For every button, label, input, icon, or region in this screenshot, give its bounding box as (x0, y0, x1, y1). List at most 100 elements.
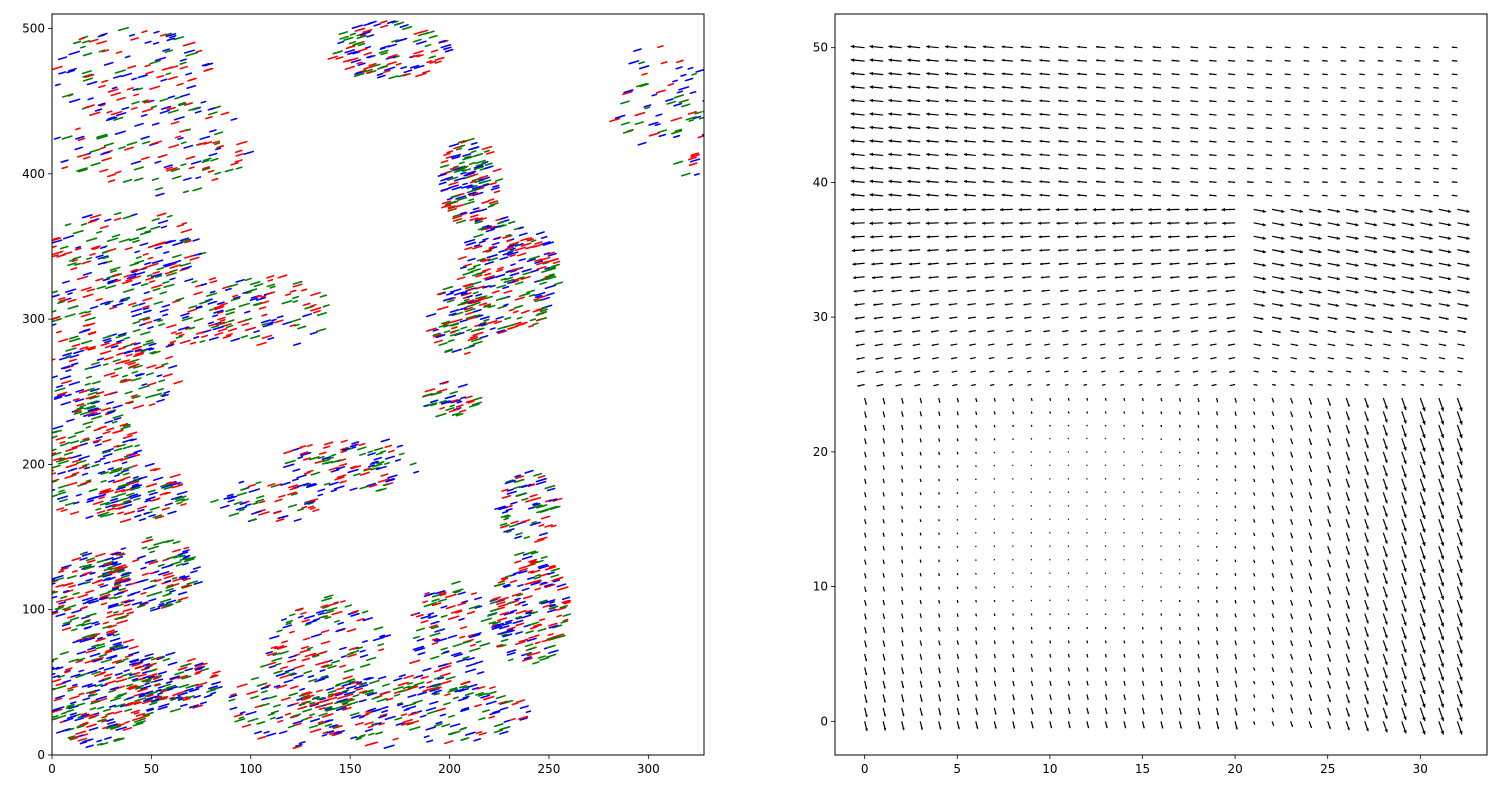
quiver-arrow-head (1025, 344, 1028, 346)
quiver-arrow-head (1096, 99, 1099, 103)
quiver-arrow-head (967, 303, 970, 306)
scatter-point (197, 665, 205, 670)
scatter-point (119, 553, 126, 557)
scatter-point (288, 672, 296, 676)
scatter-point (412, 38, 422, 43)
scatter-point (307, 505, 315, 509)
scatter-point (209, 280, 218, 284)
scatter-point (557, 586, 569, 591)
scatter-point (369, 461, 379, 465)
quiver-arrow-head (1057, 235, 1061, 239)
scatter-point (434, 590, 446, 595)
quiver-arrow-head (1160, 572, 1162, 574)
scatter-point (211, 681, 221, 686)
scatter-point (455, 610, 463, 614)
scatter-point (78, 465, 88, 470)
scatter-point (142, 252, 149, 256)
scatter-point (71, 609, 82, 614)
scatter-point (102, 277, 111, 282)
scatter-point (84, 626, 91, 630)
scatter-point (64, 223, 72, 227)
scatter-point (55, 613, 66, 618)
scatter-point (79, 741, 88, 745)
scatter-point (449, 309, 460, 313)
scatter-point (475, 293, 483, 297)
scatter-point (330, 489, 338, 493)
scatter-point (135, 686, 142, 690)
scatter-point (153, 467, 161, 472)
scatter-point (460, 212, 468, 216)
scatter-point (512, 310, 519, 314)
scatter-point (462, 282, 473, 288)
quiver-arrow-head (1082, 357, 1084, 359)
scatter-point (98, 653, 108, 658)
scatter-point (127, 480, 140, 486)
scatter-point (68, 98, 81, 103)
scatter-point (492, 168, 502, 173)
scatter-point (475, 271, 484, 276)
scatter-point (284, 459, 296, 465)
scatter-point (116, 339, 125, 343)
scatter-point (126, 684, 138, 690)
scatter-point (107, 88, 119, 93)
quiver-arrow-head (920, 630, 922, 632)
quiver-arrow-head (883, 603, 885, 606)
quiver-arrow-head (930, 316, 933, 320)
scatter-point (245, 503, 252, 507)
quiver-arrow-head (945, 139, 949, 143)
quiver-arrow-head (946, 262, 950, 266)
scatter-point (140, 349, 147, 353)
scatter-point (52, 578, 56, 582)
quiver-arrow-head (887, 207, 892, 212)
scatter-point (526, 289, 536, 294)
scatter-point (178, 683, 190, 689)
quiver-arrow-head (938, 546, 940, 549)
quiver-arrow-head (864, 402, 867, 405)
scatter-point (534, 587, 542, 591)
quiver-arrow-head (989, 371, 991, 373)
quiver-arrow-head (1049, 412, 1051, 414)
scatter-point (448, 408, 460, 413)
scatter-point (525, 652, 532, 656)
scatter-point (433, 676, 442, 680)
scatter-point (225, 333, 233, 337)
scatter-point (82, 463, 90, 467)
scatter-point (111, 495, 119, 499)
scatter-point (118, 587, 127, 592)
scatter-point (426, 710, 438, 715)
scatter-point (165, 587, 174, 592)
quiver-arrow-head (1086, 670, 1089, 672)
scatter-point (213, 309, 224, 314)
quiver-arrow-head (1067, 613, 1070, 615)
scatter-point (509, 579, 518, 584)
scatter-point (173, 116, 185, 121)
scatter-point (281, 299, 293, 305)
scatter-point (464, 172, 475, 177)
scatter-point (443, 324, 450, 328)
scatter-point (98, 84, 106, 89)
scatter-point (160, 105, 172, 110)
scatter-point (494, 505, 506, 511)
scatter-point (114, 672, 123, 676)
quiver-arrow-head (926, 85, 930, 89)
quiver-arrow-head (1001, 235, 1005, 239)
scatter-point (556, 614, 563, 618)
scatter-point (534, 291, 546, 297)
scatter-point (91, 463, 100, 468)
scatter-point (91, 361, 100, 366)
quiver-arrow-head (1124, 698, 1126, 700)
scatter-point (379, 634, 386, 638)
scatter-point (107, 179, 116, 183)
scatter-point (85, 479, 92, 483)
scatter-point (356, 446, 367, 451)
scatter-point (443, 152, 451, 156)
quiver-arrow-head (1013, 684, 1015, 687)
scatter-point (526, 550, 537, 555)
scatter-point (131, 100, 140, 105)
scatter-point (367, 725, 374, 729)
scatter-point (182, 575, 190, 579)
scatter-point (83, 156, 91, 160)
quiver-arrow-head (910, 303, 914, 306)
scatter-point (552, 497, 563, 502)
